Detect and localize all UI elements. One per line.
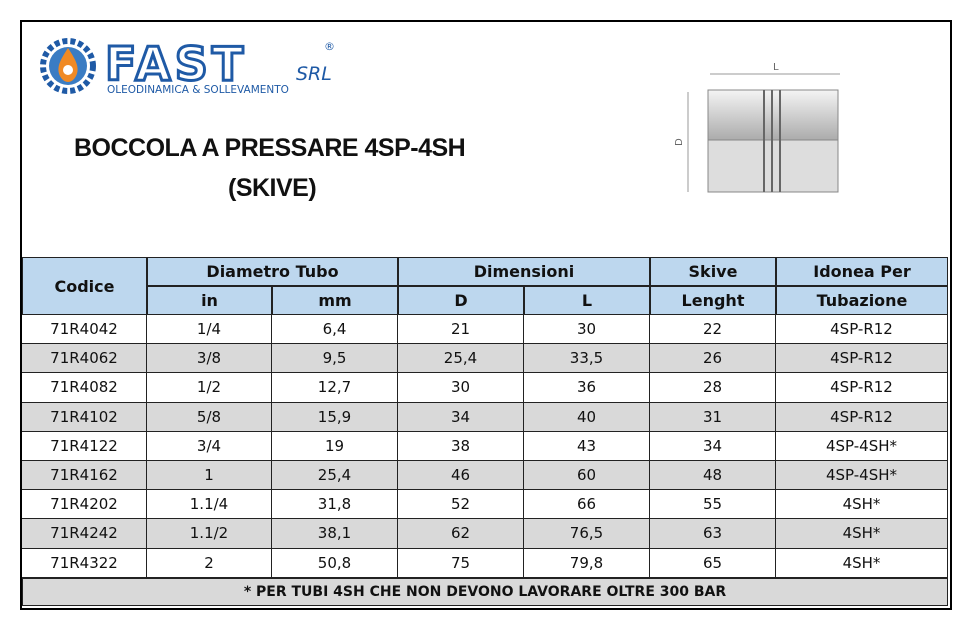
table-cell: 34 [650,431,776,461]
table-cell: 71R4202 [22,490,147,520]
table-cell: 71R4082 [22,373,147,403]
table-cell: 1 [147,461,272,491]
title: BOCCOLA A PRESSARE 4SP-4SH [74,134,466,162]
header-cell: Codice [22,257,147,315]
table-cell: 4SH* [776,490,948,520]
header-cell: Skive [650,257,776,286]
table-cell: 36 [524,373,650,403]
diameter-label: D [674,138,685,146]
table-cell: 12,7 [272,373,398,403]
table-cell: 4SP-R12 [776,402,948,432]
table-cell: 65 [650,548,776,578]
header-cell: Diametro Tubo [147,257,398,286]
header-cell: Tubazione [776,286,948,315]
table-cell: 38,1 [272,519,398,549]
header-cell: D [398,286,524,315]
table-cell: 76,5 [524,519,650,549]
table-cell: 1/2 [147,373,272,403]
table-cell: 25,4 [398,344,524,374]
table-cell: 4SP-R12 [776,373,948,403]
table-cell: 25,4 [272,461,398,491]
header-cell: L [524,286,650,315]
table-cell: 30 [524,315,650,345]
table-cell: 71R4322 [22,548,147,578]
table-cell: 3/8 [147,344,272,374]
table-cell: 75 [398,548,524,578]
table-cell: 2 [147,548,272,578]
header-cell: mm [272,286,398,315]
table-cell: 71R4122 [22,431,147,461]
brand-suffix: SRL [296,63,332,85]
table-cell: 21 [398,315,524,345]
subtitle: (SKIVE) [228,174,317,202]
table-cell: 31 [650,402,776,432]
table-cell: 71R4042 [22,315,147,345]
table-cell: 62 [398,519,524,549]
table-cell: 4SH* [776,548,948,578]
table-cell: 71R4242 [22,519,147,549]
table-cell: 55 [650,490,776,520]
table-cell: 43 [524,431,650,461]
table-cell: 15,9 [272,402,398,432]
table-cell: 1/4 [147,315,272,345]
tagline: OLEODINAMICA & SOLLEVAMENTO [107,84,289,96]
header-cell: Lenght [650,286,776,315]
table-cell: 28 [650,373,776,403]
table-cell: 31,8 [272,490,398,520]
table-cell: 4SH* [776,519,948,549]
table-cell: 71R4062 [22,344,147,374]
drawing: L D [674,62,840,193]
table-cell: 66 [524,490,650,520]
table-cell: 60 [524,461,650,491]
length-label: L [773,62,779,73]
footer: * PER TUBI 4SH CHE NON DEVONO LAVORARE O… [22,578,948,606]
header-cell: in [147,286,272,315]
table-cell: 71R4162 [22,461,147,491]
table-cell: 50,8 [272,548,398,578]
table-cell: 30 [398,373,524,403]
table-cell: 71R4102 [22,402,147,432]
brand: FAST [105,37,247,91]
table-cell: 38 [398,431,524,461]
table-cell: 5/8 [147,402,272,432]
table-cell: 4SP-4SH* [776,461,948,491]
header-cell: Idonea Per [776,257,948,286]
table-cell: 63 [650,519,776,549]
table-cell: 46 [398,461,524,491]
table-cell: 40 [524,402,650,432]
table-cell: 33,5 [524,344,650,374]
table-cell: 48 [650,461,776,491]
table-cell: 4SP-4SH* [776,431,948,461]
table-cell: 1.1/2 [147,519,272,549]
table-cell: 79,8 [524,548,650,578]
table-cell: 1.1/4 [147,490,272,520]
table-cell: 52 [398,490,524,520]
table-cell: 6,4 [272,315,398,345]
table-cell: 19 [272,431,398,461]
header-graphics: FAST SRL ® OLEODINAMICA & SOLLEVAMENTO L… [40,36,840,193]
table-cell: 22 [650,315,776,345]
table-cell: 4SP-R12 [776,344,948,374]
table-cell: 34 [398,402,524,432]
table-cell: 4SP-R12 [776,315,948,345]
table-cell: 9,5 [272,344,398,374]
table-cell: 26 [650,344,776,374]
header-cell: Dimensioni [398,257,650,286]
sheet [20,20,952,610]
registered: ® [324,40,335,53]
logo: FAST SRL ® OLEODINAMICA & SOLLEVAMENTO [40,36,335,96]
table-cell: 3/4 [147,431,272,461]
